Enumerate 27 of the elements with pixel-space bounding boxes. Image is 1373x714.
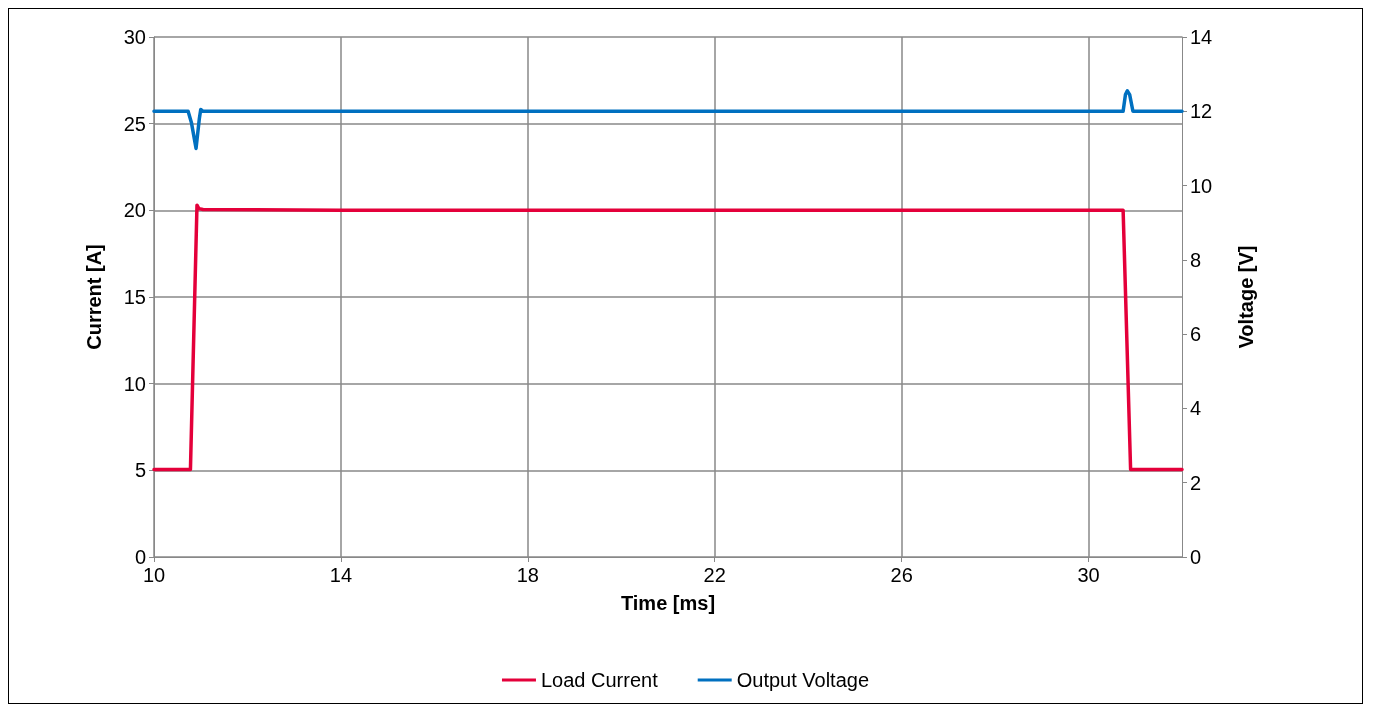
legend-label: Output Voltage (736, 669, 870, 691)
y2-tick-label: 0 (1190, 546, 1202, 568)
y2-tick-label: 8 (1190, 248, 1202, 271)
y2-tick-label: 6 (1190, 323, 1202, 346)
y-tick-label: 15 (123, 286, 146, 308)
y2-tick-label: 12 (1190, 100, 1213, 123)
x-tick-label: 30 (1077, 564, 1100, 586)
y2-tick-label: 10 (1190, 174, 1213, 197)
x-tick-label: 14 (329, 564, 353, 586)
y2-tick-label: 14 (1190, 26, 1213, 48)
y-tick-label: 5 (134, 459, 146, 482)
line-series (152, 89, 1184, 151)
y-tick-label: 0 (134, 546, 146, 568)
y-tick-label: 25 (123, 112, 146, 135)
y-axis-title: Current [A] (83, 244, 105, 350)
y-tick-label: 20 (123, 199, 146, 222)
y-tick-label: 30 (123, 26, 146, 48)
x-axis-title: Time [ms] (620, 592, 716, 614)
y-tick-label: 10 (123, 372, 146, 395)
y2-tick-label: 4 (1190, 397, 1202, 420)
x-tick-label: 26 (890, 564, 913, 586)
x-tick-label: 22 (703, 564, 726, 586)
y2-tick-label: 2 (1190, 471, 1202, 494)
line-series (152, 203, 1184, 472)
legend-label: Load Current (540, 669, 659, 691)
x-tick-label: 18 (516, 564, 539, 586)
y2-axis-title: Voltage [V] (1235, 245, 1257, 349)
